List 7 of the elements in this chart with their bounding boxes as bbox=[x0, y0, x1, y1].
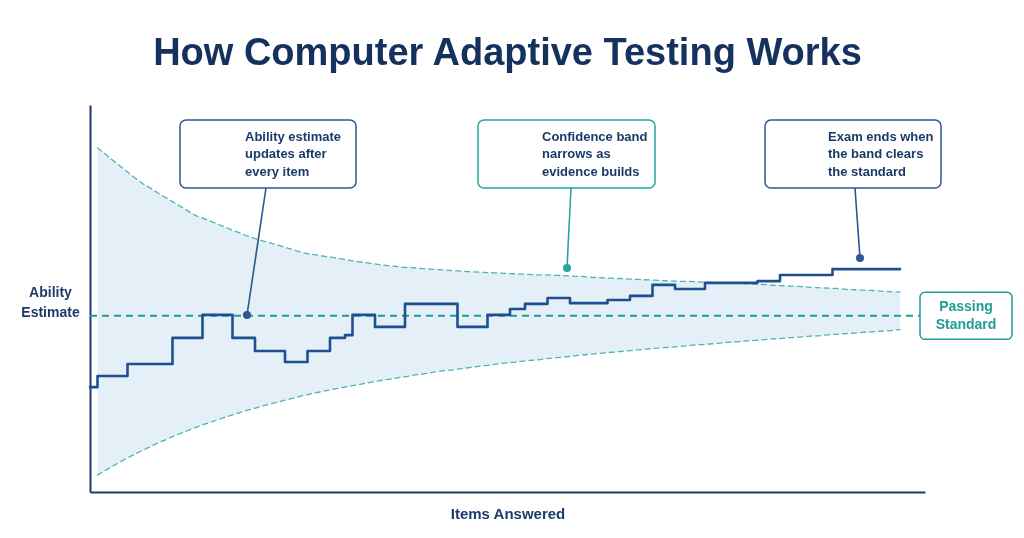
ref-line-label: Passing Standard bbox=[935, 297, 997, 332]
chart-title: How Computer Adaptive Testing Works bbox=[153, 31, 862, 73]
x-axis-title: Items Answered bbox=[450, 504, 566, 522]
y-axis-title: Ability Estimate bbox=[21, 283, 80, 320]
annotation: Exam ends when the band clears the standard bbox=[828, 128, 934, 179]
annotation: Confidence band narrows as evidence builds bbox=[542, 128, 648, 179]
annotation: Ability estimate updates after every item bbox=[245, 128, 342, 179]
